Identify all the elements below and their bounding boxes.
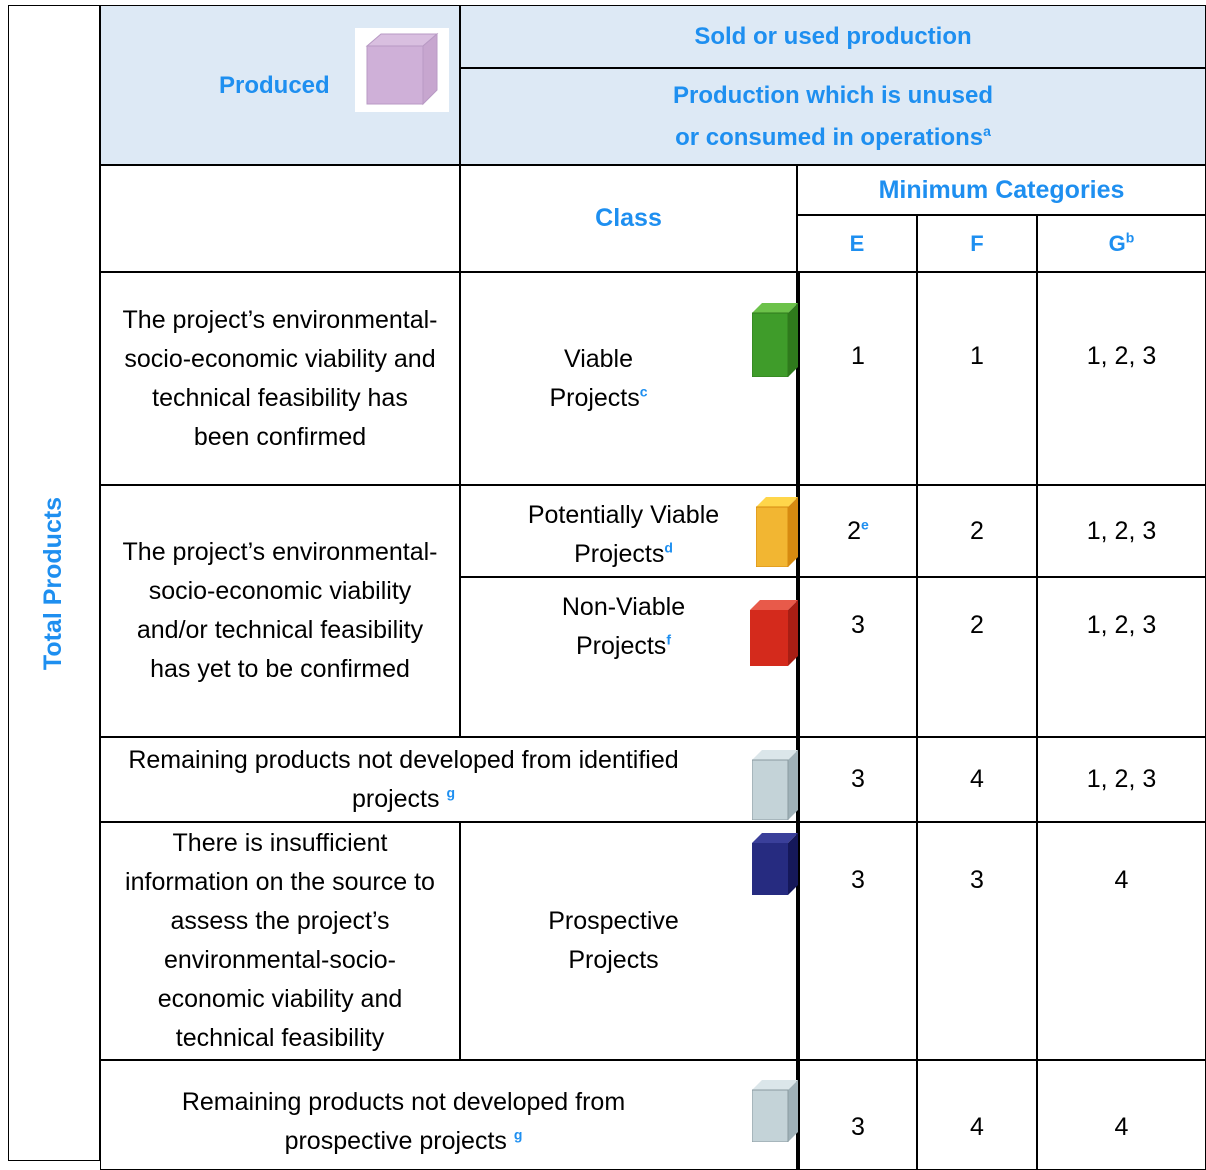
note: a: [983, 122, 991, 139]
class-text: Potentially Viable Projects: [527, 501, 720, 568]
note: c: [639, 383, 648, 400]
side-cell: Total Products: [8, 5, 100, 1161]
class-name: Non-Viable Projectsf: [541, 588, 706, 666]
value-cell: 1, 2, 3: [1037, 737, 1206, 822]
produced-label: Produced: [219, 71, 330, 99]
col-text: G: [1108, 231, 1126, 256]
class-cell: Prospective Projects: [460, 822, 797, 1060]
value: 1, 2, 3: [1086, 765, 1157, 793]
side-label: Total Products: [39, 496, 68, 670]
description: The project’s environmental-socio-econom…: [122, 305, 438, 451]
note: g: [513, 1126, 523, 1143]
value-cell: 1: [917, 272, 1037, 485]
note: e: [861, 516, 869, 533]
col-label: E: [849, 231, 865, 256]
value: 2: [970, 611, 984, 639]
class-cell: Viable Projectsc: [460, 272, 797, 485]
class-name: Potentially Viable Projectsd: [501, 496, 746, 574]
value: 1: [970, 342, 984, 370]
value: 4: [1114, 1112, 1129, 1141]
value-cell: 4: [917, 1060, 1037, 1170]
cube-icon: [355, 28, 449, 112]
min-cat-header: Minimum Categories: [797, 165, 1206, 215]
class-name: Prospective Projects: [548, 907, 679, 974]
unused-text: Production which is unused or consumed i…: [672, 81, 993, 151]
sold-label: Sold or used production: [694, 23, 972, 50]
value-cell: 4: [1037, 1060, 1206, 1170]
col-header: E: [797, 215, 917, 272]
value-cell: 2: [917, 577, 1037, 737]
value-cell: 1, 2, 3: [1037, 272, 1206, 485]
value-cell: 4: [1037, 822, 1206, 1060]
note: d: [664, 539, 673, 556]
note: f: [666, 631, 671, 648]
desc-cell: Remaining products not developed from id…: [100, 737, 797, 822]
blank-cell: [100, 165, 460, 272]
description: Remaining products not developed from id…: [121, 741, 686, 819]
description-text: Remaining products not developed from pr…: [181, 1088, 626, 1155]
col-label: Gb: [1109, 224, 1135, 263]
description: The project’s environmental-socio-econom…: [122, 538, 438, 683]
description-text: Remaining products not developed from id…: [128, 745, 679, 813]
value-text: 2: [847, 516, 862, 545]
description: There is insufficient information on the…: [125, 829, 435, 1052]
value: 3: [970, 866, 984, 894]
sold-cell: Sold or used production: [460, 5, 1206, 68]
desc-cell: The project’s environmental-socio-econom…: [100, 485, 460, 737]
col-label: F: [970, 231, 984, 256]
value-cell: 2: [917, 485, 1037, 577]
value-cell: 1: [797, 272, 917, 485]
value: 4: [970, 765, 984, 793]
unused-cell: Production which is unused or consumed i…: [460, 68, 1206, 165]
cube-icon: [752, 303, 798, 377]
value: 1, 2, 3: [1086, 516, 1157, 545]
value: 1, 2, 3: [1086, 342, 1157, 370]
class-text: Non-Viable Projects: [561, 593, 686, 660]
value: 1: [851, 342, 865, 370]
min-cat-label: Minimum Categories: [878, 175, 1125, 204]
cube-icon: [752, 833, 798, 895]
value-cell: 3: [917, 822, 1037, 1060]
value: 2e: [847, 512, 869, 551]
unused-label: Production which is unused or consumed i…: [661, 75, 1005, 159]
class-text: Viable Projects: [549, 344, 640, 412]
cube-icon: [752, 1080, 798, 1142]
value-cell: 3: [797, 737, 917, 822]
class-name: Viable Projectsc: [531, 340, 666, 418]
value-cell: 3: [797, 1060, 917, 1170]
cube-icon: [750, 600, 798, 666]
value: 1, 2, 3: [1086, 611, 1157, 639]
value: 4: [970, 1112, 984, 1141]
class-header: Class: [460, 165, 797, 272]
value-cell: 4: [917, 737, 1037, 822]
value: 3: [851, 1112, 865, 1141]
class-cell: Potentially Viable Projectsd: [460, 485, 797, 577]
class-label: Class: [595, 204, 662, 232]
cube-icon: [756, 497, 798, 567]
value-cell: 3: [797, 577, 917, 737]
value: 2: [970, 516, 984, 545]
value: 3: [851, 765, 865, 793]
col-header: F: [917, 215, 1037, 272]
note: b: [1125, 229, 1135, 246]
description: Remaining products not developed from pr…: [121, 1083, 686, 1161]
col-header: Gb: [1037, 215, 1206, 272]
value-cell: 2e: [797, 485, 917, 577]
value-cell: 1, 2, 3: [1037, 485, 1206, 577]
desc-cell: Remaining products not developed from pr…: [100, 1060, 797, 1170]
desc-cell: There is insufficient information on the…: [100, 822, 460, 1060]
cube-icon: [752, 750, 798, 820]
value: 4: [1114, 866, 1129, 894]
note: g: [446, 784, 456, 801]
desc-cell: The project’s environmental-socio-econom…: [100, 272, 460, 485]
value: 3: [851, 611, 865, 639]
value-cell: 1, 2, 3: [1037, 577, 1206, 737]
class-cell: Non-Viable Projectsf: [460, 577, 797, 737]
value-cell: 3: [797, 822, 917, 1060]
value: 3: [851, 866, 865, 894]
